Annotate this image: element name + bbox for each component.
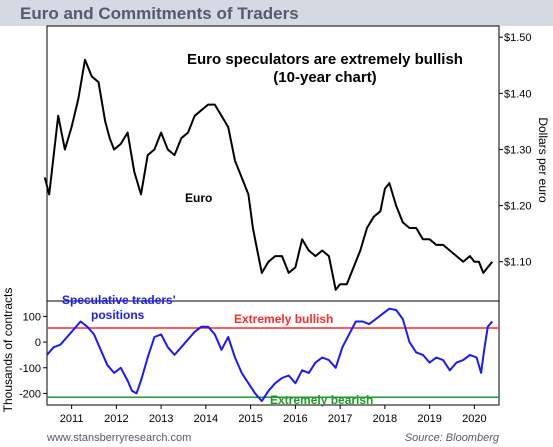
x-tick-label: 2017 [328, 413, 352, 425]
cot-y-tick-label: 100 [23, 311, 41, 323]
euro-y-axis-title: Dollars per euro [536, 117, 550, 203]
page-title: Euro and Commitments of Traders [20, 4, 299, 23]
x-tick-label: 2016 [283, 413, 307, 425]
x-tick-label: 2012 [104, 413, 128, 425]
euro-series-line [43, 58, 494, 291]
euro-y-tick-label: $1.50 [504, 32, 532, 44]
x-tick-label: 2013 [149, 413, 173, 425]
x-axis-ticks: 2011 2012 2013 2014 2015 2016 2017 2018 2019 2020 [60, 405, 487, 425]
x-tick-label: 2011 [60, 413, 84, 425]
title-banner [0, 0, 553, 26]
speculative-positions-label-line-2: positions [91, 308, 145, 322]
footer-source: Source: Bloomberg [405, 432, 500, 444]
x-tick-label: 2014 [194, 413, 218, 425]
x-tick-label: 2019 [417, 413, 441, 425]
x-tick-label: 2015 [238, 413, 262, 425]
euro-y-tick-label: $1.40 [504, 88, 532, 100]
euro-y-tick-label: $1.20 [504, 201, 532, 213]
euro-y-tick-label: $1.30 [504, 144, 532, 156]
x-tick-label: 2018 [373, 413, 397, 425]
extremely-bullish-label: Extremely bullish [234, 312, 333, 326]
cot-y-tick-label: -100 [19, 363, 41, 375]
euro-y-axis-ticks: $1.10 $1.20 $1.30 $1.40 $1.50 [499, 32, 532, 269]
x-tick-label: 2020 [462, 413, 486, 425]
euro-y-tick-label: $1.10 [504, 257, 532, 269]
extremely-bearish-label: Extremely bearish [270, 393, 373, 407]
cot-y-axis-ticks: 100 0 -100 -200 [19, 311, 47, 400]
cot-y-tick-label: -200 [19, 388, 41, 400]
speculative-positions-label-line-1: Speculative traders' [62, 293, 176, 307]
chart-title-line-2: (10-year chart) [273, 69, 376, 86]
chart-title-line-1: Euro speculators are extremely bullish [187, 51, 463, 68]
speculative-positions-series-line [46, 307, 494, 403]
euro-series-label: Euro [185, 191, 212, 205]
cot-y-axis-title: Thousands of contracts [1, 288, 15, 413]
cot-plot-frame [46, 300, 500, 406]
cot-y-tick-label: 0 [35, 337, 41, 349]
footer-website: www.stansberryresearch.com [46, 432, 191, 444]
